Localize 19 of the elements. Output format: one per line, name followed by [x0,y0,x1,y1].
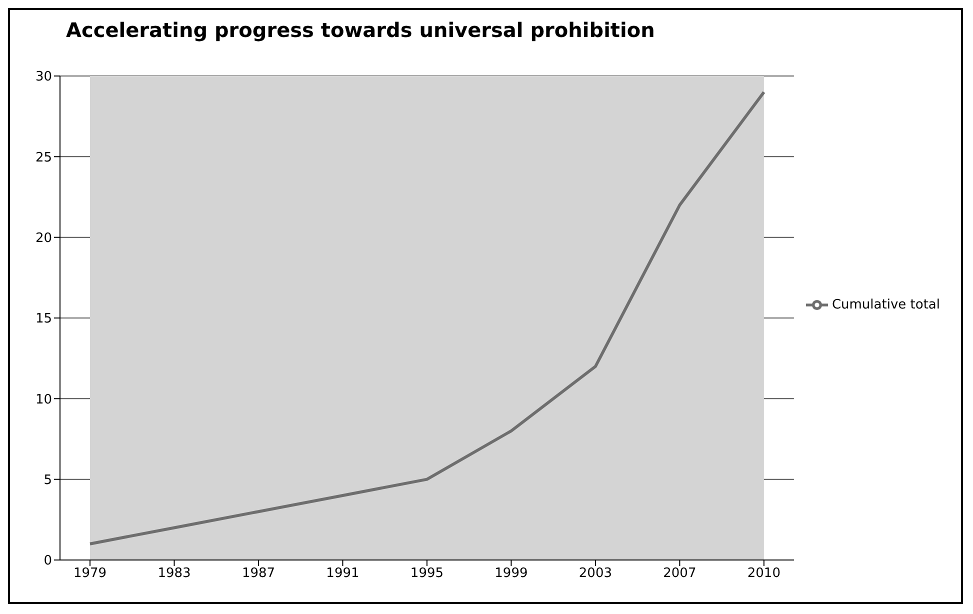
y-tick-label: 20 [35,230,52,246]
y-tick-label: 30 [35,70,52,85]
y-tick-label: 15 [35,312,52,327]
x-tick-label: 2010 [747,566,780,582]
y-tick-label: 0 [44,554,52,569]
x-tick-label: 1999 [494,566,528,582]
chart-title: Accelerating progress towards universal prohibition [66,18,655,42]
x-tick-label: 2003 [578,566,612,582]
x-tick-label: 1987 [242,566,276,582]
x-tick-label: 1991 [326,566,360,582]
x-tick-label: 1983 [158,566,191,582]
y-tick-label: 5 [44,472,52,488]
x-tick-label: 1979 [73,566,107,582]
x-tick-label: 1995 [410,566,444,582]
line-series [88,90,766,546]
x-tick-label: 2007 [663,566,696,582]
y-tick-label: 25 [35,150,52,166]
y-tick-label: 10 [35,392,52,408]
legend-label: Cumulative total [832,298,940,313]
